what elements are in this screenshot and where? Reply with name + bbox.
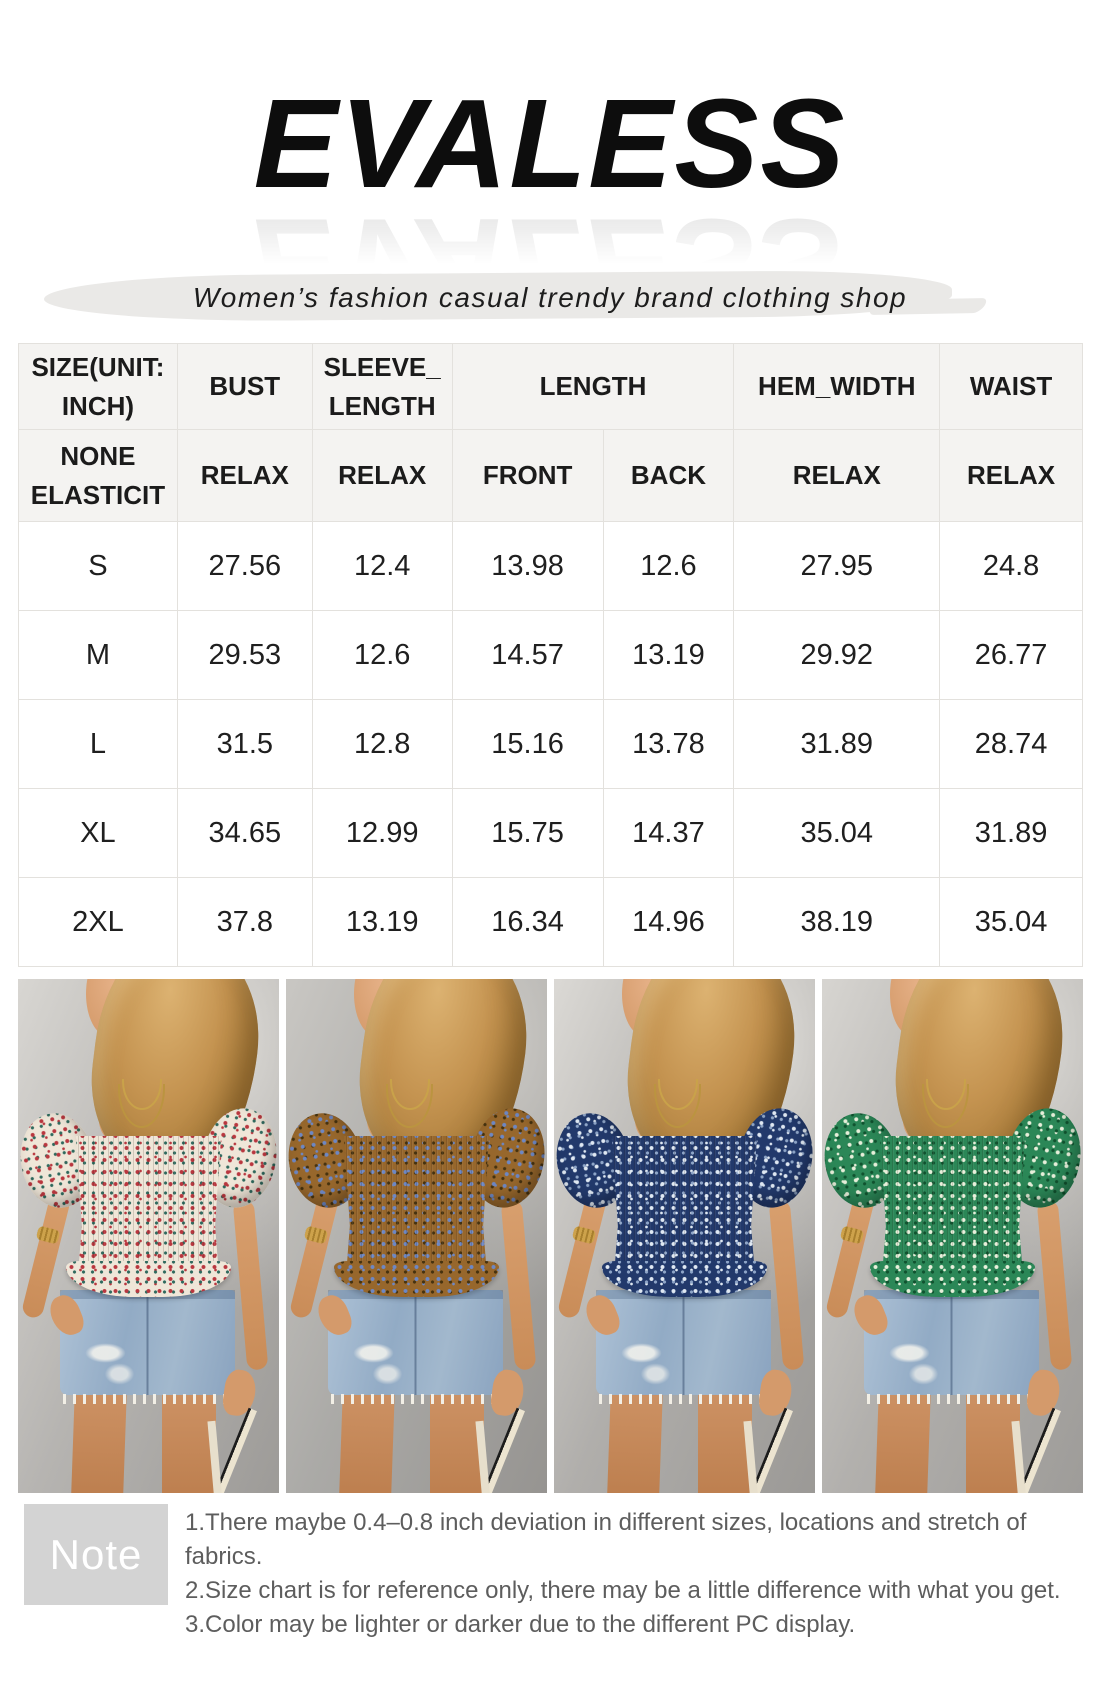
size-row-l: L 31.5 12.8 15.16 13.78 31.89 28.74 — [18, 699, 1083, 789]
model-right-arm — [232, 1199, 269, 1371]
subheader-length-front: FRONT — [451, 429, 604, 522]
size-chart-table: SIZE(UNIT: INCH) BUST SLEEVE_ LENGTH LEN… — [18, 343, 1083, 967]
value-cell: 15.16 — [451, 699, 604, 789]
model-leg — [697, 1390, 753, 1493]
size-row-m: M 29.53 12.6 14.57 13.19 29.92 26.77 — [18, 610, 1083, 700]
value-cell: 12.8 — [311, 699, 453, 789]
value-cell: 13.19 — [602, 610, 735, 700]
ruffle-hem — [870, 1260, 1035, 1297]
product-photo-brown-floral-top — [286, 979, 547, 1493]
denim-shorts — [59, 1289, 235, 1405]
smocked-bodice — [75, 1135, 222, 1265]
model-leg — [429, 1390, 485, 1493]
product-photo-cream-floral-top — [18, 979, 279, 1493]
value-cell: 34.65 — [176, 788, 313, 878]
value-cell: 12.6 — [602, 521, 735, 611]
model-leg — [338, 1389, 395, 1493]
smocked-bodice — [343, 1135, 490, 1265]
header-elasticity: NONE ELASTICIT — [18, 429, 178, 522]
value-cell: 37.8 — [176, 877, 313, 967]
model-leg — [965, 1390, 1021, 1493]
denim-shorts — [595, 1289, 771, 1405]
value-cell: 29.53 — [176, 610, 313, 700]
header-sleeve-length: SLEEVE_ LENGTH — [311, 343, 453, 430]
ruffle-hem — [602, 1260, 767, 1297]
denim-shorts — [327, 1289, 503, 1405]
value-cell: 16.34 — [451, 877, 604, 967]
subheader-hem-relax: RELAX — [733, 429, 941, 522]
note-line-3: 3.Color may be lighter or darker due to … — [185, 1611, 856, 1638]
size-cell: S — [18, 521, 178, 611]
subheader-bust-relax: RELAX — [176, 429, 313, 522]
note-badge: Note — [24, 1504, 168, 1605]
value-cell: 29.92 — [733, 610, 941, 700]
note-line-2: 2.Size chart is for reference only, ther… — [185, 1577, 1061, 1604]
size-cell: 2XL — [18, 877, 178, 967]
header-row-measure-type: NONE ELASTICIT RELAX RELAX FRONT BACK RE… — [18, 429, 1083, 522]
size-cell: M — [18, 610, 178, 700]
value-cell: 27.56 — [176, 521, 313, 611]
denim-shorts — [863, 1289, 1039, 1405]
value-cell: 35.04 — [939, 877, 1083, 967]
model-leg — [874, 1389, 931, 1493]
size-row-xl: XL 34.65 12.99 15.75 14.37 35.04 31.89 — [18, 788, 1083, 878]
size-row-2xl: 2XL 37.8 13.19 16.34 14.96 38.19 35.04 — [18, 877, 1083, 967]
value-cell: 35.04 — [733, 788, 941, 878]
product-photo-strip — [18, 979, 1083, 1493]
value-cell: 28.74 — [939, 699, 1083, 789]
value-cell: 12.6 — [311, 610, 453, 700]
subheader-length-back: BACK — [602, 429, 735, 522]
model-leg — [161, 1390, 217, 1493]
value-cell: 31.5 — [176, 699, 313, 789]
value-cell: 24.8 — [939, 521, 1083, 611]
value-cell: 14.37 — [602, 788, 735, 878]
value-cell: 13.78 — [602, 699, 735, 789]
smocked-bodice — [879, 1135, 1026, 1265]
value-cell: 15.75 — [451, 788, 604, 878]
value-cell: 31.89 — [939, 788, 1083, 878]
value-cell: 13.19 — [311, 877, 453, 967]
header-bust: BUST — [176, 343, 313, 430]
value-cell: 27.95 — [733, 521, 941, 611]
value-cell: 12.4 — [311, 521, 453, 611]
value-cell: 14.57 — [451, 610, 604, 700]
subheader-sleeve-relax: RELAX — [311, 429, 453, 522]
header-row-columns: SIZE(UNIT: INCH) BUST SLEEVE_ LENGTH LEN… — [18, 343, 1083, 430]
header-size-unit: SIZE(UNIT: INCH) — [18, 343, 178, 430]
note-text: 1.There maybe 0.4–0.8 inch deviation in … — [185, 1506, 1085, 1642]
smocked-bodice — [611, 1135, 758, 1265]
header-length: LENGTH — [451, 343, 735, 430]
header-waist: WAIST — [939, 343, 1083, 430]
model-right-arm — [768, 1199, 805, 1371]
subheader-waist-relax: RELAX — [939, 429, 1083, 522]
model-right-arm — [1036, 1199, 1073, 1371]
value-cell: 26.77 — [939, 610, 1083, 700]
brand-logo: EVALESS — [253, 73, 847, 214]
model-leg — [606, 1389, 663, 1493]
ruffle-hem — [334, 1260, 499, 1297]
value-cell: 31.89 — [733, 699, 941, 789]
value-cell: 12.99 — [311, 788, 453, 878]
note-line-1: 1.There maybe 0.4–0.8 inch deviation in … — [185, 1509, 1027, 1570]
size-row-s: S 27.56 12.4 13.98 12.6 27.95 24.8 — [18, 521, 1083, 611]
size-cell: XL — [18, 788, 178, 878]
brand-tagline: Women’s fashion casual trendy brand clot… — [192, 282, 908, 313]
value-cell: 14.96 — [602, 877, 735, 967]
ruffle-hem — [66, 1260, 231, 1297]
value-cell: 38.19 — [733, 877, 941, 967]
header-hem-width: HEM_WIDTH — [733, 343, 941, 430]
value-cell: 13.98 — [451, 521, 604, 611]
model-leg — [70, 1389, 127, 1493]
product-photo-green-floral-top — [822, 979, 1083, 1493]
model-right-arm — [500, 1199, 537, 1371]
size-cell: L — [18, 699, 178, 789]
product-photo-navy-floral-top — [554, 979, 815, 1493]
